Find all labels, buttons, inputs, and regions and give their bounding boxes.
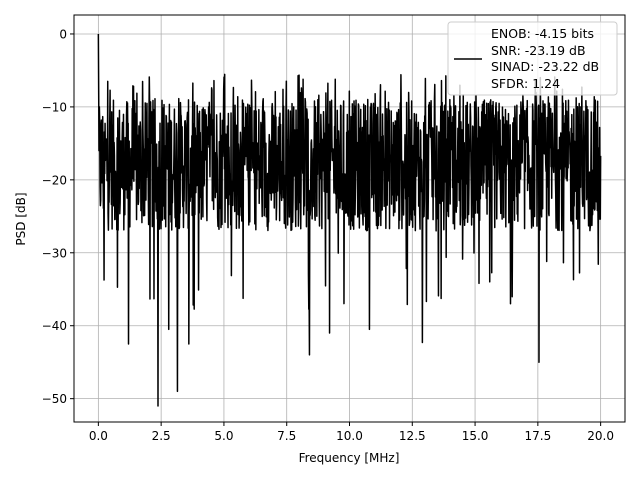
y-axis-label: PSD [dB] bbox=[14, 192, 28, 245]
y-tick-label: −40 bbox=[42, 319, 67, 333]
x-tick-label: 2.5 bbox=[152, 429, 171, 443]
x-ticks: 0.0 2.5 5.0 7.5 10.0 12.5 15.0 17.5 20.0 bbox=[89, 422, 614, 443]
legend-box bbox=[447, 21, 618, 96]
x-tick-label: 5.0 bbox=[214, 429, 233, 443]
x-tick-label: 20.0 bbox=[587, 429, 614, 443]
legend-enob: ENOB: -4.15 bits bbox=[491, 26, 594, 41]
legend-sinad: SINAD: -23.22 dB bbox=[491, 59, 599, 74]
x-tick-label: 12.5 bbox=[399, 429, 426, 443]
y-tick-label: −30 bbox=[42, 246, 67, 260]
y-tick-label: −20 bbox=[42, 173, 67, 187]
legend-snr: SNR: -23.19 dB bbox=[491, 43, 586, 58]
legend-sfdr: SFDR: 1.24 bbox=[491, 76, 560, 91]
y-ticks: 0 −10 −20 −30 −40 −50 bbox=[42, 27, 74, 406]
x-tick-label: 10.0 bbox=[336, 429, 363, 443]
x-tick-label: 0.0 bbox=[89, 429, 108, 443]
y-tick-label: −10 bbox=[42, 100, 67, 114]
legend: ENOB: -4.15 bits SNR: -23.19 dB SINAD: -… bbox=[447, 21, 618, 96]
psd-line bbox=[97, 33, 602, 407]
x-tick-label: 7.5 bbox=[277, 429, 296, 443]
y-tick-label: 0 bbox=[59, 27, 67, 41]
x-axis-label: Frequency [MHz] bbox=[299, 451, 400, 465]
psd-series bbox=[97, 33, 602, 407]
y-tick-label: −50 bbox=[42, 392, 67, 406]
x-tick-label: 15.0 bbox=[462, 429, 489, 443]
x-tick-label: 17.5 bbox=[524, 429, 551, 443]
